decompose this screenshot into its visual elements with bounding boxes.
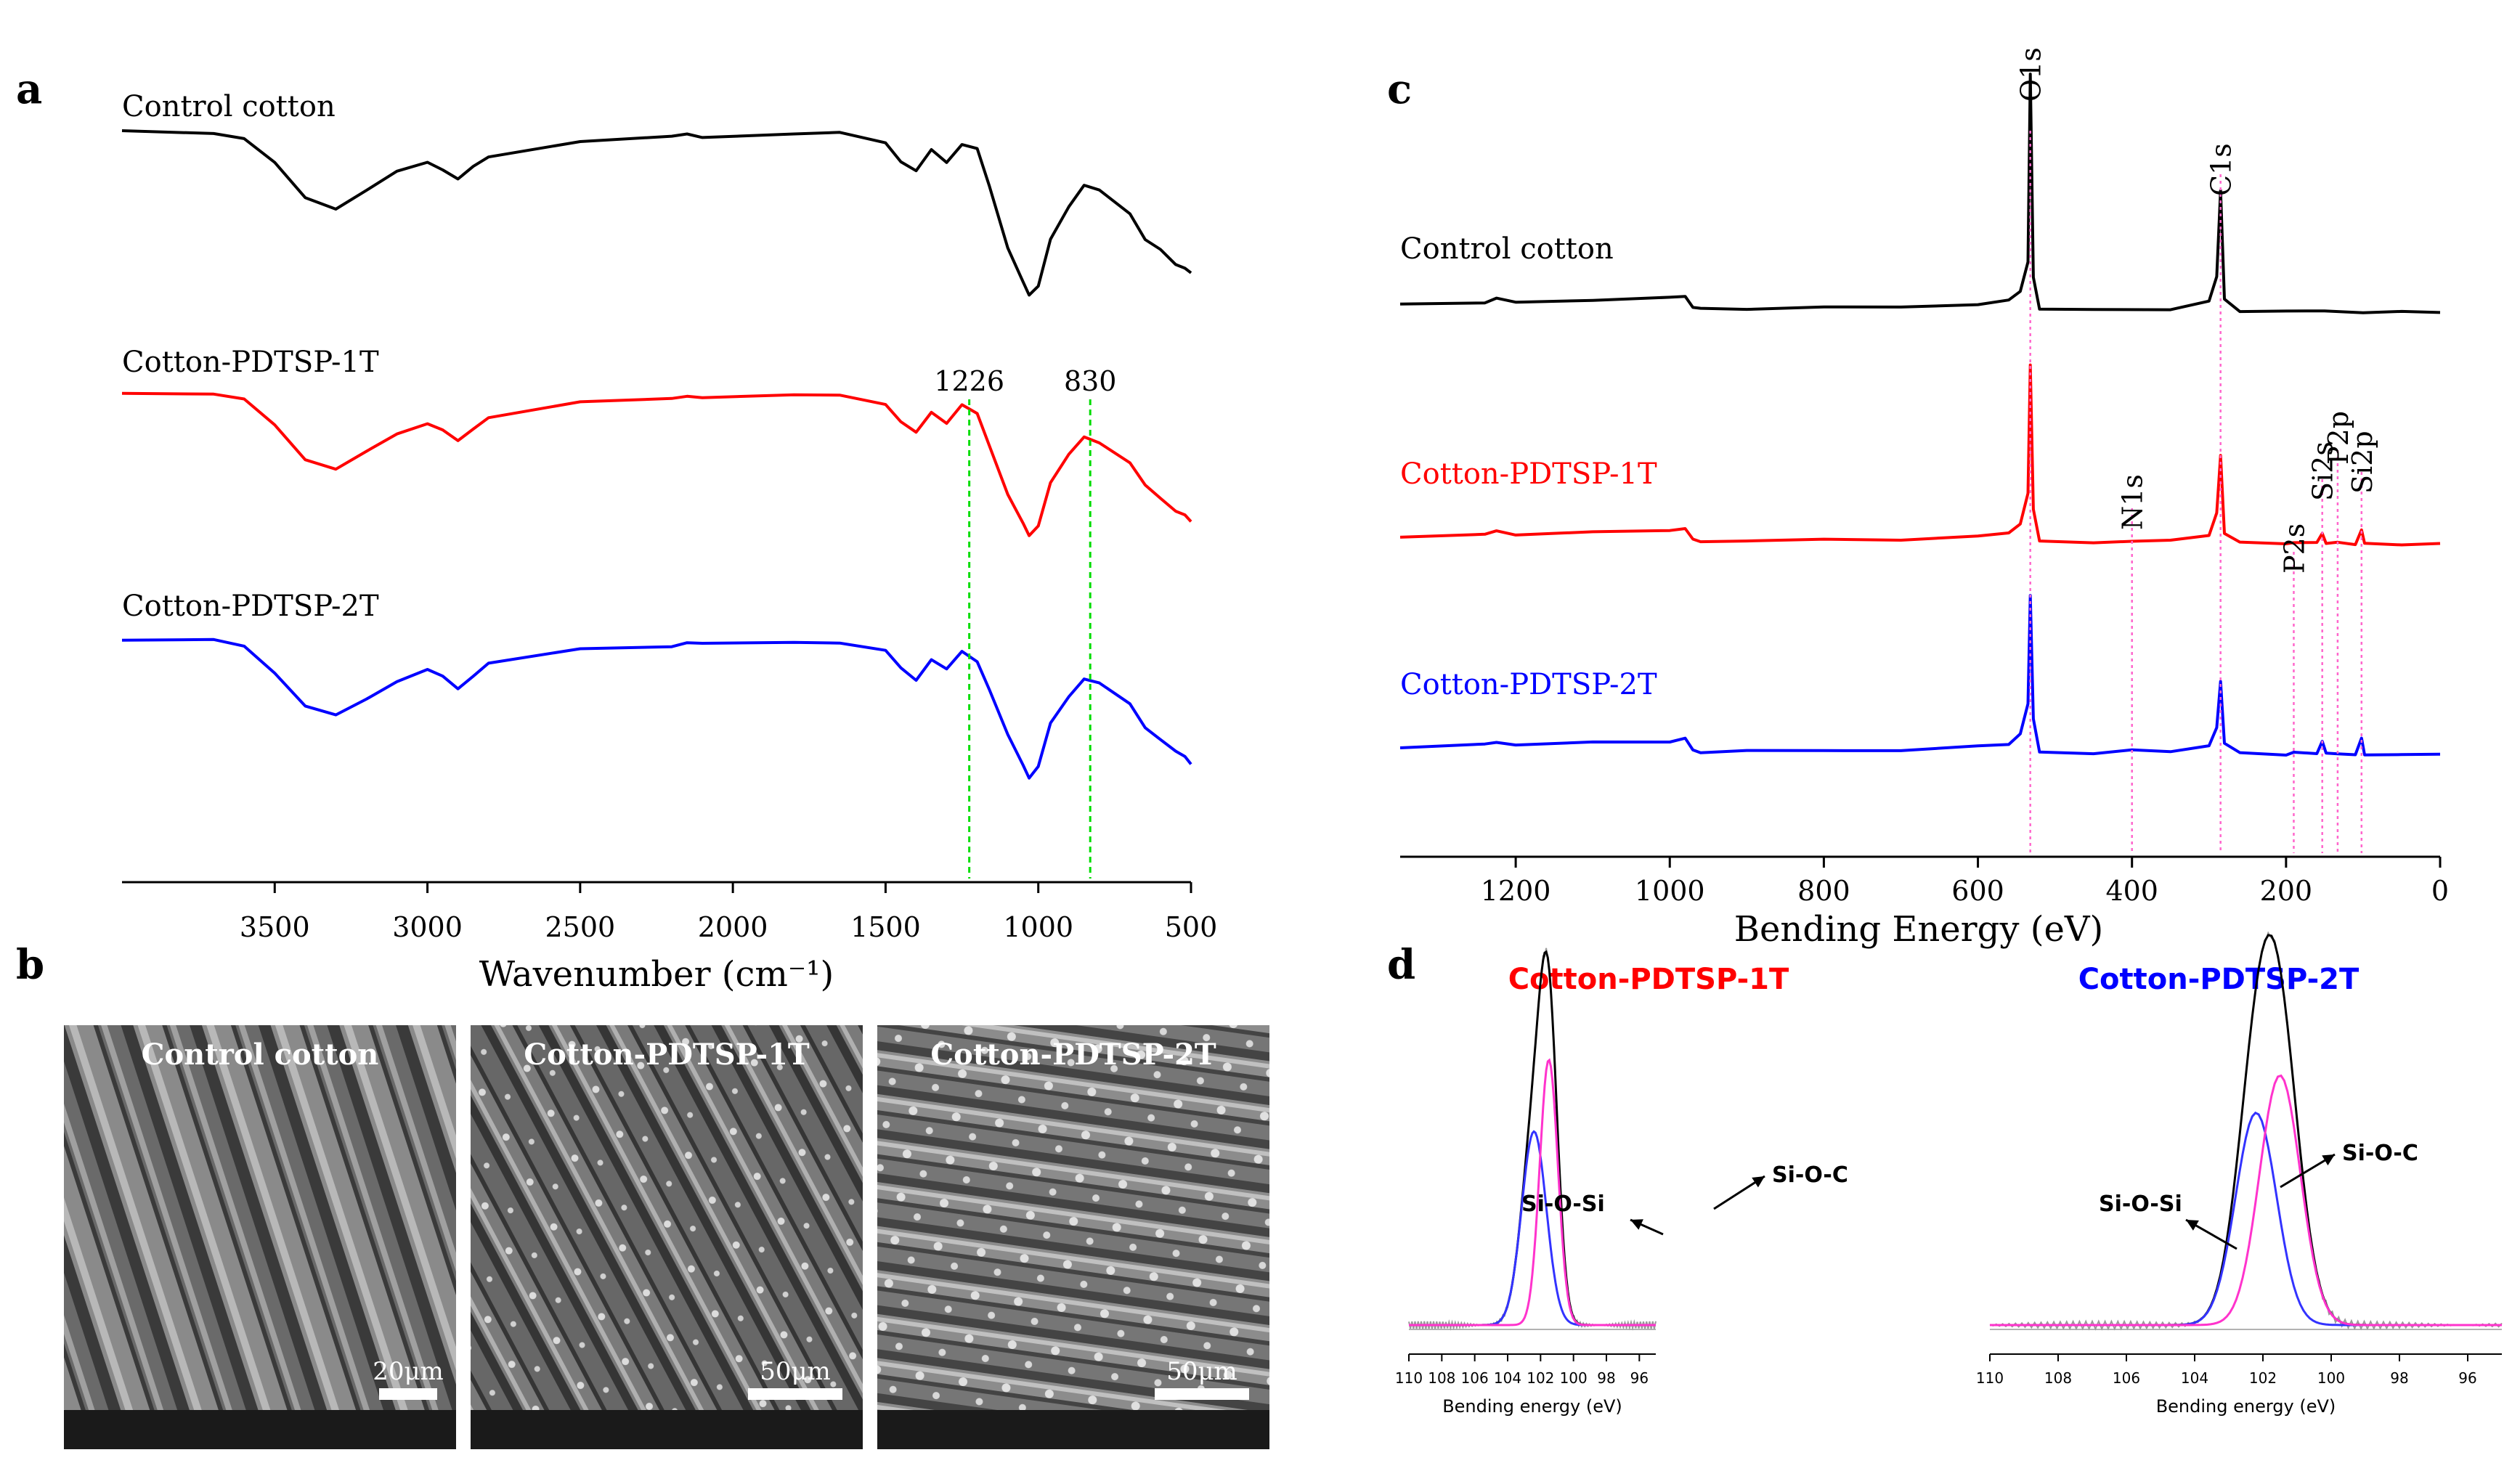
xps-tick-label: 200 [2260, 875, 2313, 907]
fit-arrow-head [1630, 1219, 1643, 1230]
xps-x-axis-label: Bending Energy (eV) [1734, 909, 2104, 950]
sem-image-1t: Cotton-PDTSP-1T 50μm [471, 1025, 863, 1449]
fit-component-si-o-si [1990, 1111, 2502, 1327]
ftir-annotation-label: 830 [1064, 365, 1117, 397]
sem-photo-control [64, 1025, 456, 1449]
xps-peak-label: C1s [2206, 143, 2237, 196]
ftir-tick-label: 1500 [850, 911, 921, 943]
fit-tick-label: 98 [2390, 1369, 2408, 1387]
fit-tick-label: 104 [2181, 1369, 2208, 1387]
sem-scale-bar [379, 1388, 437, 1400]
xps-series-1 [1399, 73, 2441, 314]
sem-scale-control: 20μm [373, 1357, 444, 1386]
fit-arrow-head [2186, 1220, 2199, 1231]
xps-label-1t: Cotton-PDTSP-1T [1400, 457, 1657, 491]
fit-tick-label: 108 [2044, 1369, 2072, 1387]
sem-scale-2t: 50μm [1166, 1357, 1237, 1386]
fit-arrow-head [1752, 1176, 1765, 1188]
sem-scale-bar [1155, 1388, 1249, 1400]
xps-series-2 [1399, 363, 2441, 547]
si2p-fits: Cotton-PDTSP-1T Cotton-PDTSP-2T 110 108 10… [1395, 931, 2503, 1417]
fit-tick-label: 100 [2317, 1369, 2345, 1387]
fit-x-axis-label: Bending energy (eV) [1442, 1396, 1622, 1417]
fit-tick-label: 110 [1976, 1369, 2004, 1387]
fit-tick-label: 96 [1630, 1369, 1649, 1387]
ftir-tick-label: 3000 [392, 911, 463, 943]
fit-label-si-o-si: Si-O-Si [2099, 1191, 2182, 1217]
fit-tick-label: 102 [2249, 1369, 2277, 1387]
ftir-chart: 3500 3000 2500 2000 1500 1000 500 1226 830 Cont… [121, 90, 1218, 995]
xps-tick-label: 400 [2105, 875, 2158, 907]
panel-letter-a: a [16, 65, 42, 113]
fit-title-2t: Cotton-PDTSP-2T [2078, 963, 2360, 996]
xps-tick-label: 600 [1951, 875, 2004, 907]
ftir-x-axis-label: Wavenumber (cm⁻¹) [479, 954, 834, 995]
fit-label-si-o-si: Si-O-Si [1521, 1191, 1605, 1217]
xps-peak-label: P2s [2278, 523, 2310, 574]
sem-scale-1t: 50μm [760, 1357, 831, 1386]
panel-letter-d: d [1387, 941, 1415, 989]
ftir-tick-label: 2500 [545, 911, 615, 943]
ftir-series-2 [121, 391, 1192, 537]
ftir-series-1 [121, 129, 1192, 297]
panel-letter-b: b [16, 941, 44, 989]
ftir-label-control: Control cotton [122, 90, 336, 123]
xps-label-2t: Cotton-PDTSP-2T [1400, 668, 1657, 701]
xps-tick-label: 1000 [1635, 875, 1705, 907]
xps-peak-label: Si2p [2346, 431, 2378, 494]
xps-peak-label: O1s [2015, 47, 2047, 102]
fit-tick-label: 96 [2458, 1369, 2476, 1387]
fit-title-1t: Cotton-PDTSP-1T [1508, 963, 1789, 996]
fit-label-si-o-c: Si-O-C [1772, 1162, 1848, 1188]
xps-tick-label: 0 [2431, 875, 2449, 907]
fit-tick-label: 110 [1395, 1369, 1423, 1387]
fit-tick-label: 106 [2113, 1369, 2140, 1387]
fit-component-si-o-c [1409, 1058, 1656, 1327]
fit-component-si-o-si [1409, 1130, 1656, 1327]
ftir-tick-label: 2000 [698, 911, 768, 943]
ftir-tick-label: 3500 [240, 911, 310, 943]
panel-letter-c: c [1387, 65, 1412, 113]
sem-label-1t: Cotton-PDTSP-1T [524, 1038, 810, 1072]
ftir-annotation-label: 1226 [934, 365, 1004, 397]
ftir-tick-label: 1000 [1003, 911, 1073, 943]
ftir-series-3 [121, 637, 1192, 780]
fit-tick-label: 104 [1494, 1369, 1521, 1387]
sem-info-bar [877, 1410, 1269, 1449]
fit-tick-label: 98 [1597, 1369, 1615, 1387]
sem-image-control: Control cotton 20μm [64, 1025, 456, 1449]
fit-tick-label: 100 [1560, 1369, 1588, 1387]
fit-arrow-head [2322, 1154, 2335, 1166]
fit-component-si-o-c [1990, 1074, 2502, 1327]
ftir-tick-label: 500 [1165, 911, 1218, 943]
sem-info-bar [471, 1410, 863, 1449]
fit-label-si-o-c: Si-O-C [2342, 1141, 2418, 1166]
fit-x-axis-label: Bending energy (eV) [2156, 1396, 2336, 1417]
xps-peak-label: P2p [2322, 411, 2354, 465]
fit-tick-label: 108 [1428, 1369, 1455, 1387]
sem-photo-1t [471, 1025, 863, 1449]
xps-tick-label: 1200 [1481, 875, 1551, 907]
xps-peak-label: Si2s [2307, 441, 2339, 501]
sem-images: Control cotton 20μm Cotton-PDTSP-1T 50μm… [64, 1025, 1269, 1449]
xps-peak-label: N1s [2117, 474, 2149, 530]
sem-label-control: Control cotton [142, 1038, 379, 1072]
xps-label-control: Control cotton [1400, 232, 1614, 266]
fit-tick-label: 106 [1461, 1369, 1489, 1387]
fit-tick-label: 102 [1527, 1369, 1554, 1387]
ftir-label-1t: Cotton-PDTSP-1T [122, 346, 379, 379]
xps-chart: 1200 1000 800 600 400 200 0 O1s C1s N1s P2s Si2sP2… [1399, 47, 2449, 950]
sem-info-bar [64, 1410, 456, 1449]
ftir-label-2t: Cotton-PDTSP-2T [122, 590, 379, 623]
xps-series-3 [1399, 594, 2441, 757]
sem-photo-2t [877, 1025, 1269, 1449]
sem-image-2t: Cotton-PDTSP-2T 50μm [877, 1025, 1269, 1449]
sem-scale-bar [748, 1388, 842, 1400]
xps-tick-label: 800 [1797, 875, 1850, 907]
sem-label-2t: Cotton-PDTSP-2T [930, 1038, 1216, 1072]
